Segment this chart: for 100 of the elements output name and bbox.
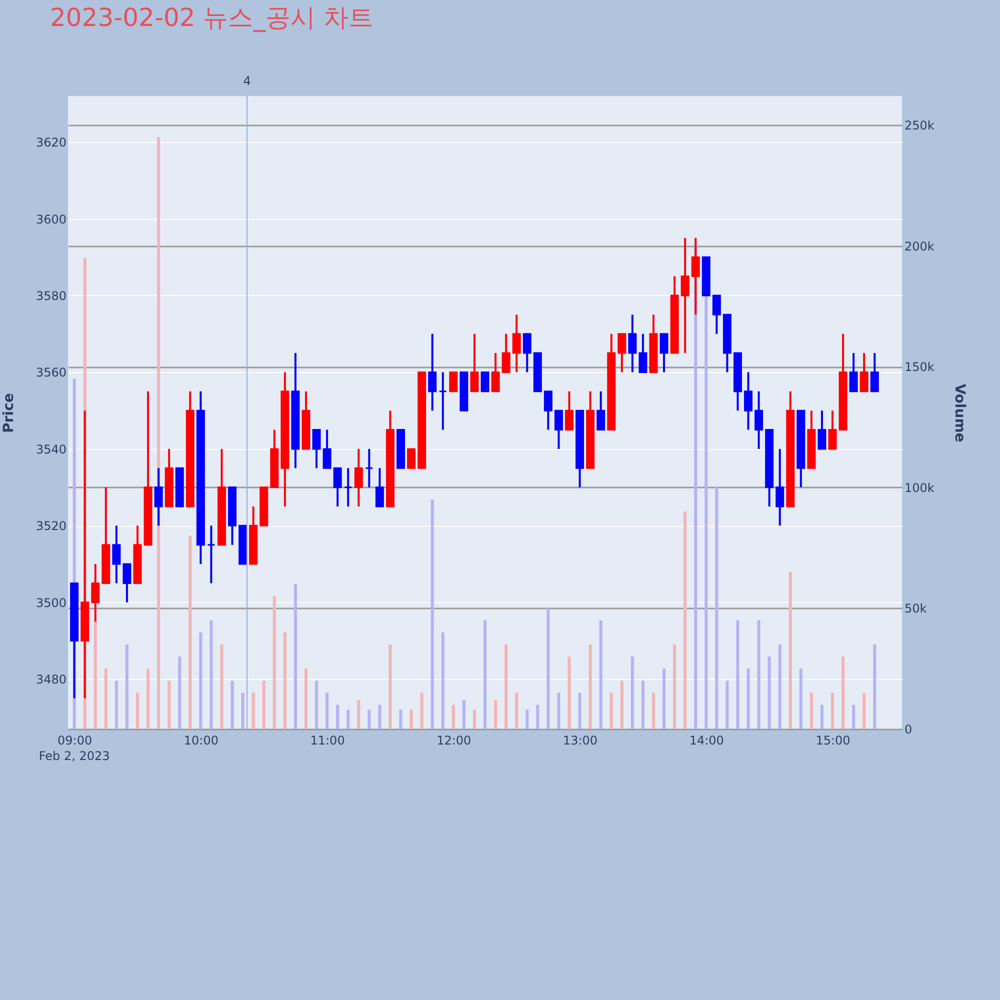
candlestick bbox=[470, 332, 479, 392]
y-tick-label: 3480 bbox=[36, 672, 66, 687]
candlestick bbox=[344, 467, 352, 508]
bar bbox=[673, 644, 676, 729]
bar bbox=[168, 680, 171, 729]
bar bbox=[462, 700, 466, 729]
x-tick-label: 09:00 bbox=[58, 734, 92, 748]
candlestick bbox=[544, 390, 552, 431]
candlestick bbox=[828, 410, 837, 450]
candlestick bbox=[628, 314, 637, 374]
bar bbox=[326, 692, 329, 729]
bar bbox=[726, 680, 729, 729]
x-tick-label: 11:00 bbox=[310, 734, 345, 748]
y-tick-label: 3520 bbox=[36, 519, 66, 534]
chart-title: 2023-02-02 뉴스_공시 차트 bbox=[50, 3, 374, 32]
bar bbox=[820, 704, 824, 729]
bar bbox=[873, 644, 876, 729]
candlestick bbox=[776, 448, 784, 527]
candlestick bbox=[122, 563, 132, 604]
bar bbox=[336, 704, 340, 729]
ref-line-label: 4 bbox=[243, 74, 251, 88]
candlestick bbox=[818, 410, 826, 450]
bar bbox=[283, 632, 286, 729]
x-tick-label: 12:00 bbox=[436, 734, 472, 748]
bar bbox=[199, 632, 202, 729]
candlestick bbox=[206, 524, 216, 584]
candlestick bbox=[744, 371, 753, 431]
bar bbox=[515, 692, 518, 729]
bar bbox=[378, 704, 382, 729]
candlestick bbox=[333, 467, 342, 508]
candlestick bbox=[870, 352, 879, 392]
bar bbox=[304, 668, 308, 729]
candlestick bbox=[860, 352, 868, 392]
y2-tick-label: 0 bbox=[904, 722, 912, 736]
y-tick-label: 3540 bbox=[36, 442, 66, 456]
bar bbox=[652, 692, 655, 729]
bar bbox=[557, 692, 560, 729]
candlestick bbox=[596, 390, 606, 431]
y-tick-label: 3600 bbox=[36, 212, 66, 226]
candlestick bbox=[638, 332, 648, 374]
x-tick-label: 10:00 bbox=[184, 734, 218, 748]
y2-axis-title: Volume bbox=[951, 384, 968, 442]
bar bbox=[104, 668, 108, 729]
bar bbox=[484, 620, 486, 729]
candlestick bbox=[407, 448, 416, 469]
candlestick bbox=[618, 332, 626, 374]
bar bbox=[241, 692, 244, 729]
bar bbox=[294, 584, 297, 729]
candlestick bbox=[691, 236, 700, 316]
bar bbox=[684, 512, 687, 729]
candlestick bbox=[375, 467, 384, 508]
bar bbox=[452, 704, 455, 729]
bar bbox=[430, 499, 434, 729]
y-tick-label: 3580 bbox=[36, 288, 66, 303]
bar bbox=[94, 620, 97, 729]
candlestick bbox=[322, 428, 332, 470]
candlestick bbox=[512, 314, 521, 374]
bar bbox=[441, 632, 444, 729]
candlestick bbox=[554, 410, 563, 450]
bar bbox=[357, 700, 360, 729]
bar bbox=[630, 656, 634, 729]
bar bbox=[662, 668, 666, 729]
bar bbox=[252, 692, 255, 729]
bar bbox=[862, 692, 866, 729]
candlestick bbox=[112, 524, 121, 584]
bar bbox=[546, 608, 550, 729]
candlestick bbox=[660, 332, 668, 374]
bar bbox=[146, 668, 150, 729]
y2-tick-label: 150k bbox=[904, 360, 934, 374]
candlestick bbox=[491, 352, 500, 392]
y-tick-label: 3500 bbox=[36, 596, 66, 610]
bar bbox=[272, 596, 276, 729]
bar bbox=[704, 294, 708, 729]
bar bbox=[178, 656, 182, 729]
bar bbox=[504, 644, 508, 729]
bar bbox=[578, 692, 582, 729]
text: Feb 2, 2023 bbox=[38, 749, 110, 763]
bar bbox=[715, 487, 718, 729]
candlestick bbox=[354, 448, 363, 508]
bar bbox=[188, 536, 192, 729]
candlestick bbox=[428, 332, 437, 412]
bar bbox=[810, 692, 813, 729]
candlestick bbox=[449, 371, 458, 392]
bar bbox=[315, 680, 318, 729]
bar bbox=[852, 704, 856, 729]
bar bbox=[220, 644, 224, 729]
candlestick bbox=[849, 352, 858, 392]
bar bbox=[399, 710, 402, 729]
bar bbox=[831, 692, 834, 729]
bar bbox=[746, 668, 750, 729]
bar bbox=[799, 668, 802, 729]
candlestick bbox=[438, 371, 448, 431]
bar bbox=[568, 656, 571, 729]
y2-tick-label: 200k bbox=[904, 239, 934, 254]
x-tick-label: 15:00 bbox=[816, 734, 850, 748]
bar bbox=[842, 656, 845, 729]
y2-tick-label: 100k bbox=[904, 480, 934, 495]
x-tick-label: 14:00 bbox=[689, 734, 724, 748]
y2-tick-label: 50k bbox=[904, 602, 927, 616]
bar bbox=[736, 620, 740, 729]
